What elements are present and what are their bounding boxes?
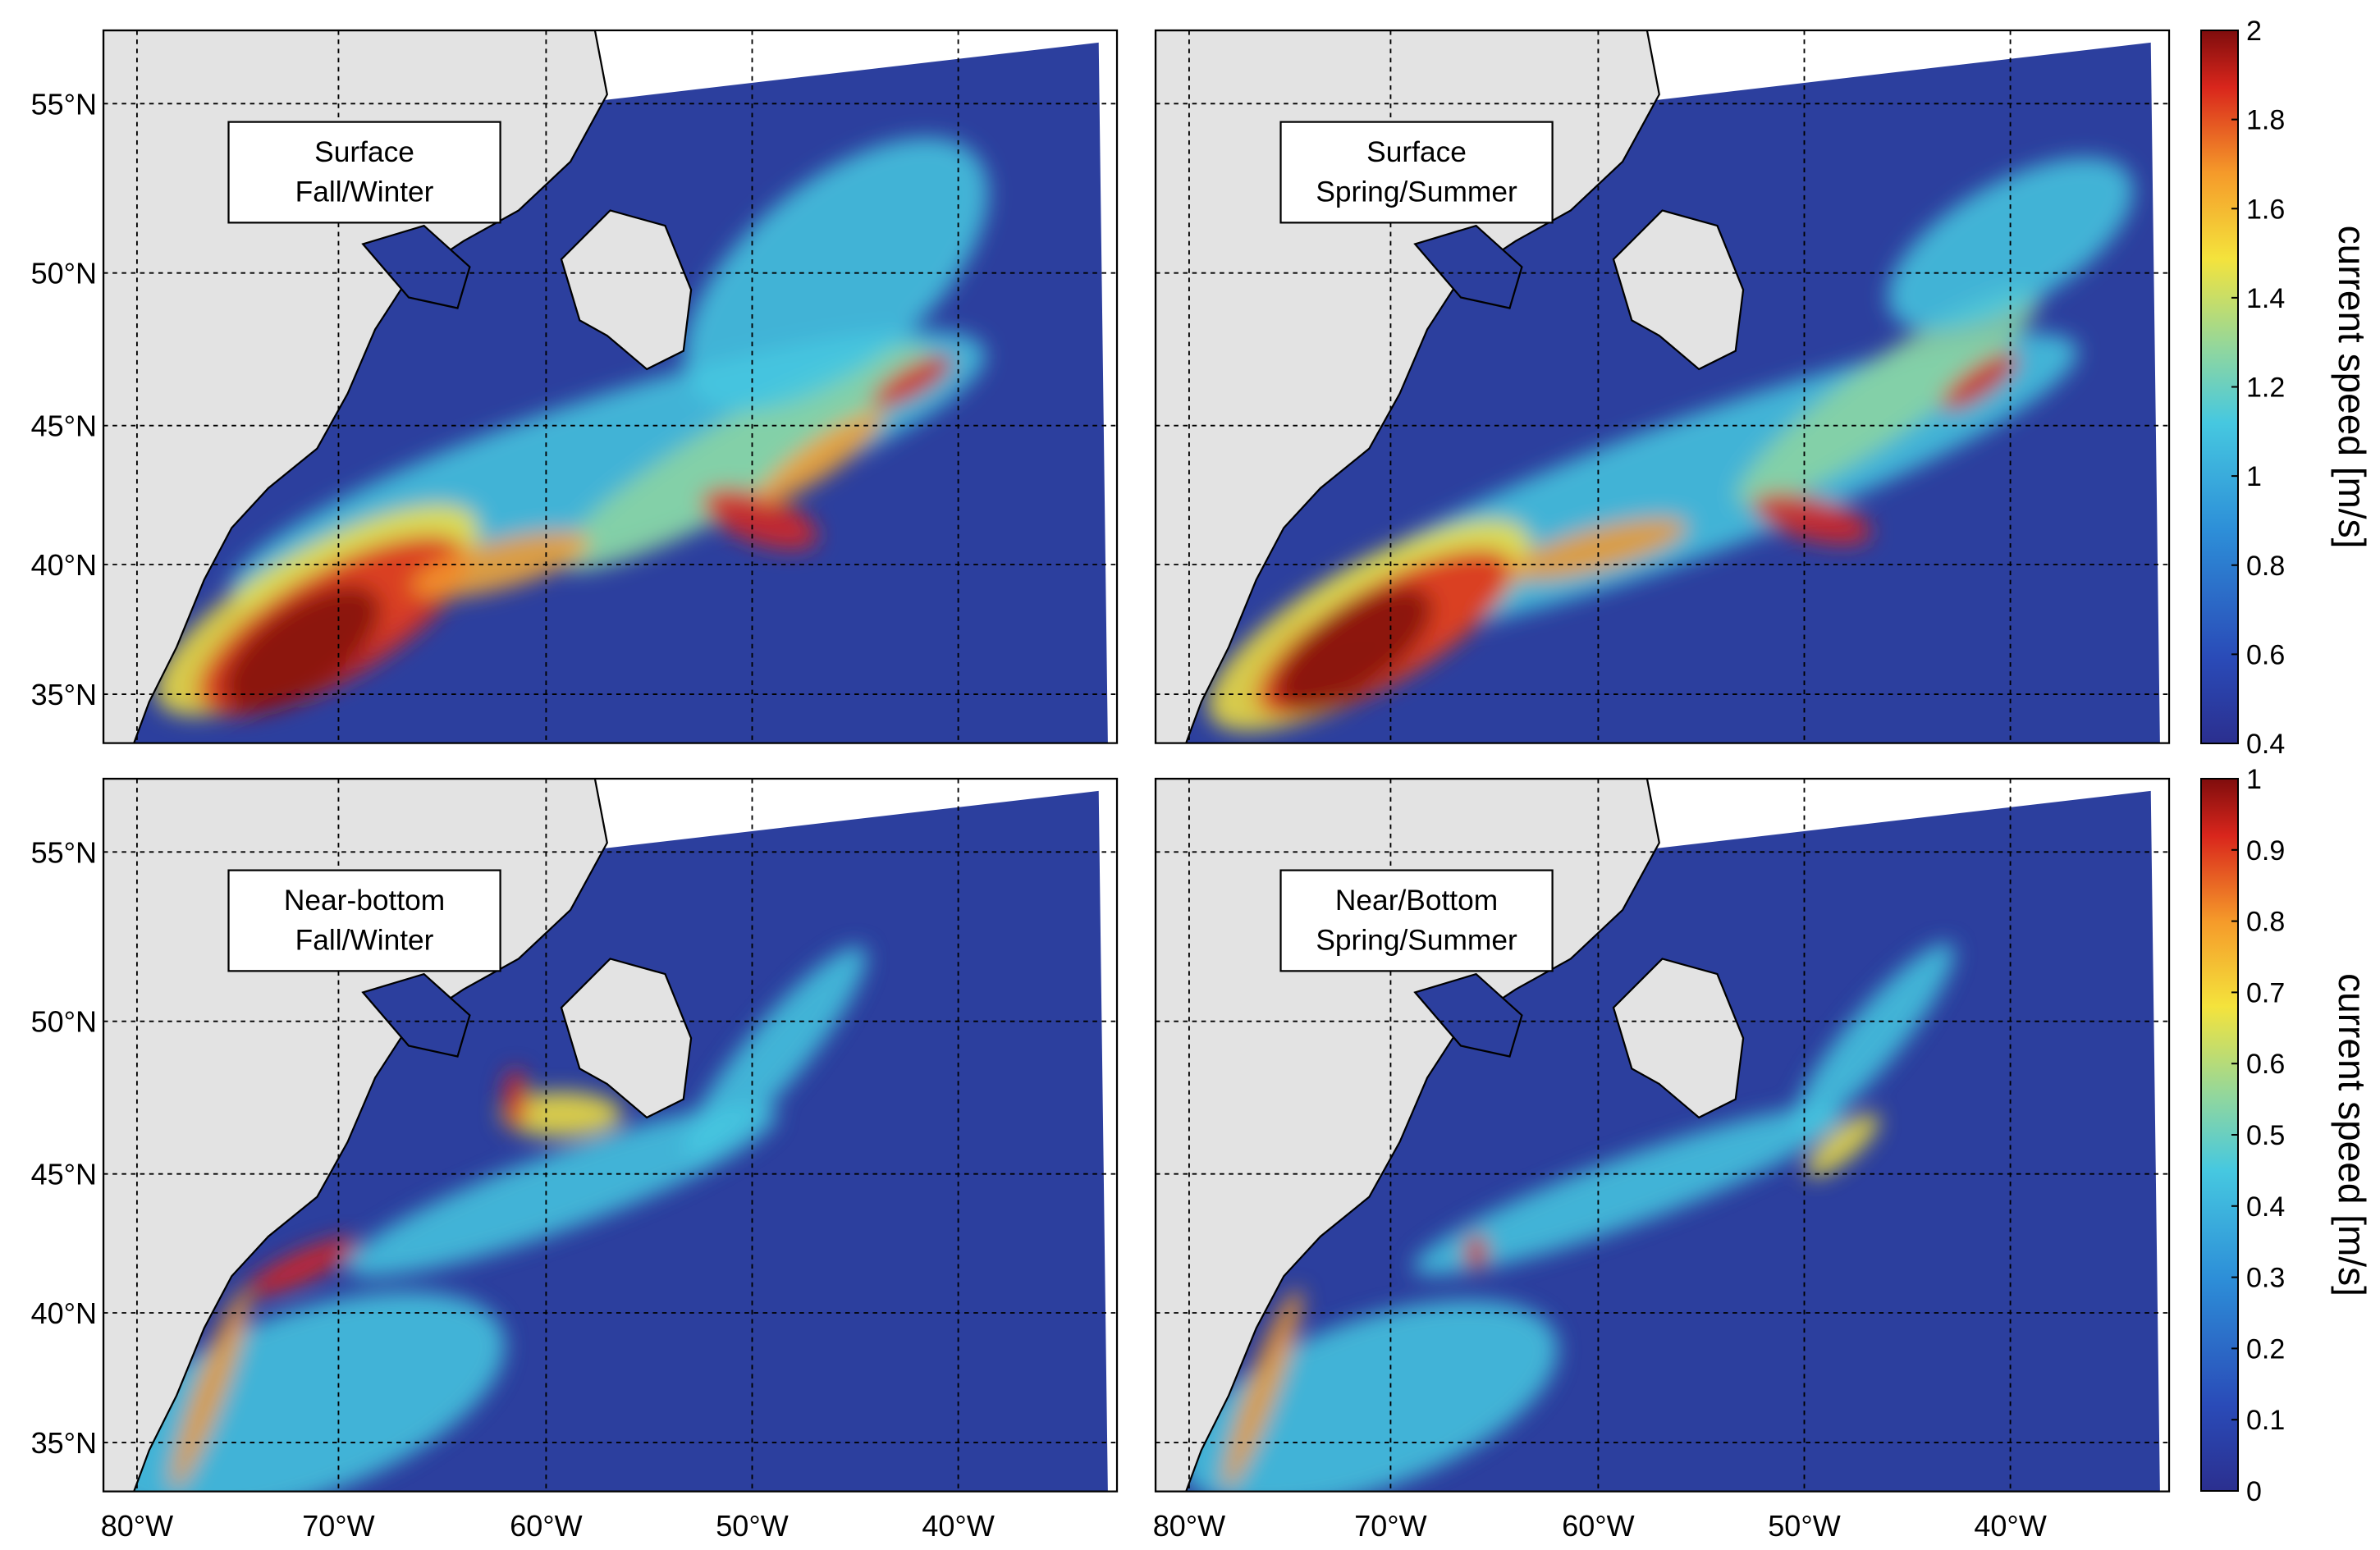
current-blob xyxy=(1737,286,2040,506)
current-field xyxy=(155,137,989,716)
current-field xyxy=(1207,157,2134,732)
panel-label: Surface xyxy=(314,136,414,168)
lon-tick-label: 40°W xyxy=(1974,1509,2046,1543)
current-blob xyxy=(1752,492,1871,545)
lake xyxy=(1413,224,1523,309)
lake xyxy=(1413,972,1523,1058)
map-panel: Surface Spring/Summer xyxy=(1154,29,2171,744)
current-blob xyxy=(1941,352,2019,411)
current-blob xyxy=(245,1237,358,1296)
colorbar-tick-label: 1.4 xyxy=(2246,283,2285,314)
current-blob xyxy=(503,1068,529,1130)
colorbar-tick-label: 0.6 xyxy=(2246,1049,2285,1080)
lat-tick-label: 50°N xyxy=(31,1005,97,1039)
colorbar-tick-label: 0.4 xyxy=(2246,1191,2285,1223)
lat-tick-label: 50°N xyxy=(31,257,97,290)
lake xyxy=(361,224,471,309)
panel-label: Near-bottom xyxy=(284,885,445,917)
current-blob xyxy=(1223,1288,1302,1490)
colorbar-tick-label: 0 xyxy=(2246,1476,2262,1507)
current-blob xyxy=(1792,943,1955,1134)
land xyxy=(1612,209,1745,371)
lat-tick-label: 45°N xyxy=(31,409,97,443)
colorbar-tick-label: 0.6 xyxy=(2246,639,2285,670)
current-blob xyxy=(558,345,931,571)
map-panel: Near-bottom Fall/Winter xyxy=(102,777,1119,1493)
label-box xyxy=(1279,869,1554,972)
current-blob xyxy=(103,1292,506,1492)
lon-tick-label: 60°W xyxy=(1562,1509,1634,1543)
land xyxy=(560,209,693,371)
current-blob xyxy=(684,137,989,412)
lon-tick-label: 70°W xyxy=(302,1509,374,1543)
current-blob xyxy=(500,1091,623,1138)
lon-tick-label: 40°W xyxy=(922,1509,994,1543)
lat-tick-label: 40°N xyxy=(31,1296,97,1330)
colorbar-tick-label: 1.8 xyxy=(2246,105,2285,136)
current-blob xyxy=(1180,1300,1558,1492)
lon-tick-label: 70°W xyxy=(1354,1509,1426,1543)
current-blob xyxy=(171,1288,250,1490)
lon-tick-label: 60°W xyxy=(510,1509,582,1543)
colorbar-label: current speed [m/s] xyxy=(2331,226,2373,549)
map-content xyxy=(103,779,1118,1492)
colorbar-tick-label: 1 xyxy=(2246,764,2262,795)
current-blob xyxy=(1806,1113,1879,1177)
panel-label: Spring/Summer xyxy=(1316,176,1517,208)
lat-tick-label: 55°N xyxy=(31,87,97,121)
colorbar-tick-label: 0.8 xyxy=(2246,907,2285,938)
lon-tick-label: 50°W xyxy=(716,1509,788,1543)
current-blob xyxy=(684,946,867,1161)
current-blob xyxy=(346,1104,777,1278)
current-blob xyxy=(872,354,954,409)
current-field xyxy=(103,946,867,1492)
colorbar-tick-label: 0.7 xyxy=(2246,977,2285,1008)
colorbar-tick-label: 0.2 xyxy=(2246,1333,2285,1365)
lon-tick-label: 80°W xyxy=(1153,1509,1225,1543)
lat-tick-label: 45°N xyxy=(31,1158,97,1191)
current-field xyxy=(1180,943,1955,1492)
colorbar-tick-label: 0.4 xyxy=(2246,729,2285,760)
current-blob xyxy=(222,585,381,712)
label-box xyxy=(1279,121,1554,224)
lat-tick-label: 40°N xyxy=(31,548,97,582)
lat-tick-label: 35°N xyxy=(31,1426,97,1460)
lon-tick-label: 80°W xyxy=(101,1509,173,1543)
current-blob xyxy=(1275,587,1433,711)
label-box xyxy=(227,869,501,972)
panel-label: Spring/Summer xyxy=(1316,924,1517,956)
panel-label: Surface xyxy=(1366,136,1467,168)
colorbar-label: current speed [m/s] xyxy=(2331,973,2373,1296)
panel-frame xyxy=(102,777,1119,1493)
lat-tick-label: 55°N xyxy=(31,835,97,869)
current-blob xyxy=(702,487,818,551)
panel-label: Near/Bottom xyxy=(1335,885,1498,917)
lat-tick-label: 35°N xyxy=(31,678,97,711)
colorbar-tick-label: 0.5 xyxy=(2246,1120,2285,1151)
lake xyxy=(361,972,471,1058)
land xyxy=(1612,958,1745,1119)
panel-label: Fall/Winter xyxy=(295,924,434,956)
colorbar-tick-label: 0.1 xyxy=(2246,1405,2285,1436)
colorbar-tick-label: 2 xyxy=(2246,16,2262,47)
current-blob xyxy=(1413,1106,1845,1276)
label-box xyxy=(227,121,501,224)
panel-frame xyxy=(1154,777,2171,1493)
lon-tick-label: 50°W xyxy=(1768,1509,1840,1543)
panel-frame xyxy=(1154,29,2171,744)
current-blob xyxy=(757,411,885,505)
colorbar-tick-label: 1.2 xyxy=(2246,373,2285,404)
colorbar-tick-label: 0.3 xyxy=(2246,1263,2285,1294)
map-panel: Near/Bottom Spring/Summer xyxy=(1154,777,2171,1493)
colorbar-tick-label: 1.6 xyxy=(2246,194,2285,225)
colorbar-tick-label: 0.9 xyxy=(2246,835,2285,866)
colorbar-tick-label: 1 xyxy=(2246,461,2262,492)
panel-label: Fall/Winter xyxy=(295,176,434,208)
colorbar-tick-label: 0.8 xyxy=(2246,551,2285,582)
map-panel: Surface Fall/Winter xyxy=(102,29,1119,744)
land xyxy=(560,958,693,1119)
panel-frame xyxy=(102,29,1119,744)
current-blob xyxy=(1463,1233,1489,1270)
